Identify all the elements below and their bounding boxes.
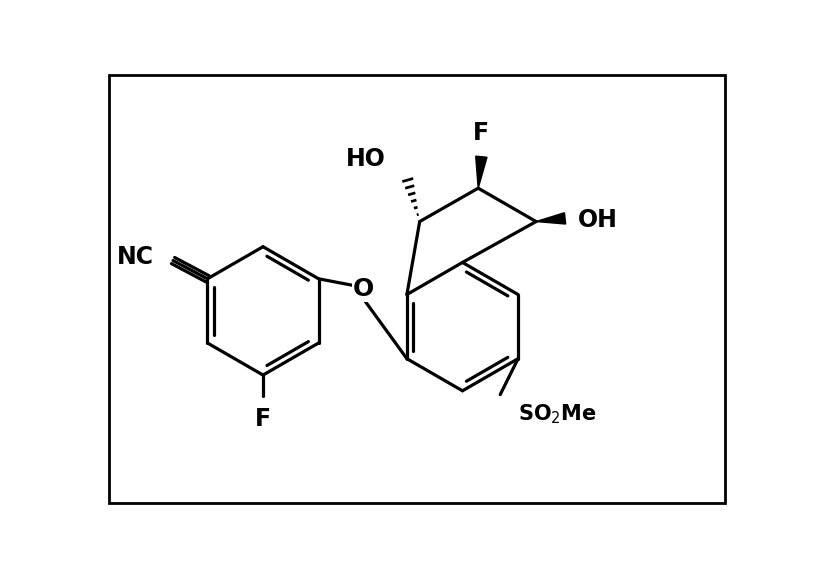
Text: NC: NC xyxy=(117,245,154,269)
Polygon shape xyxy=(536,213,566,224)
Text: OH: OH xyxy=(578,208,618,232)
Text: F: F xyxy=(255,407,271,431)
Text: F: F xyxy=(473,121,489,145)
Text: O: O xyxy=(353,277,374,301)
Polygon shape xyxy=(475,156,487,188)
Text: HO: HO xyxy=(346,146,386,170)
Text: SO$_2$Me: SO$_2$Me xyxy=(518,402,597,426)
